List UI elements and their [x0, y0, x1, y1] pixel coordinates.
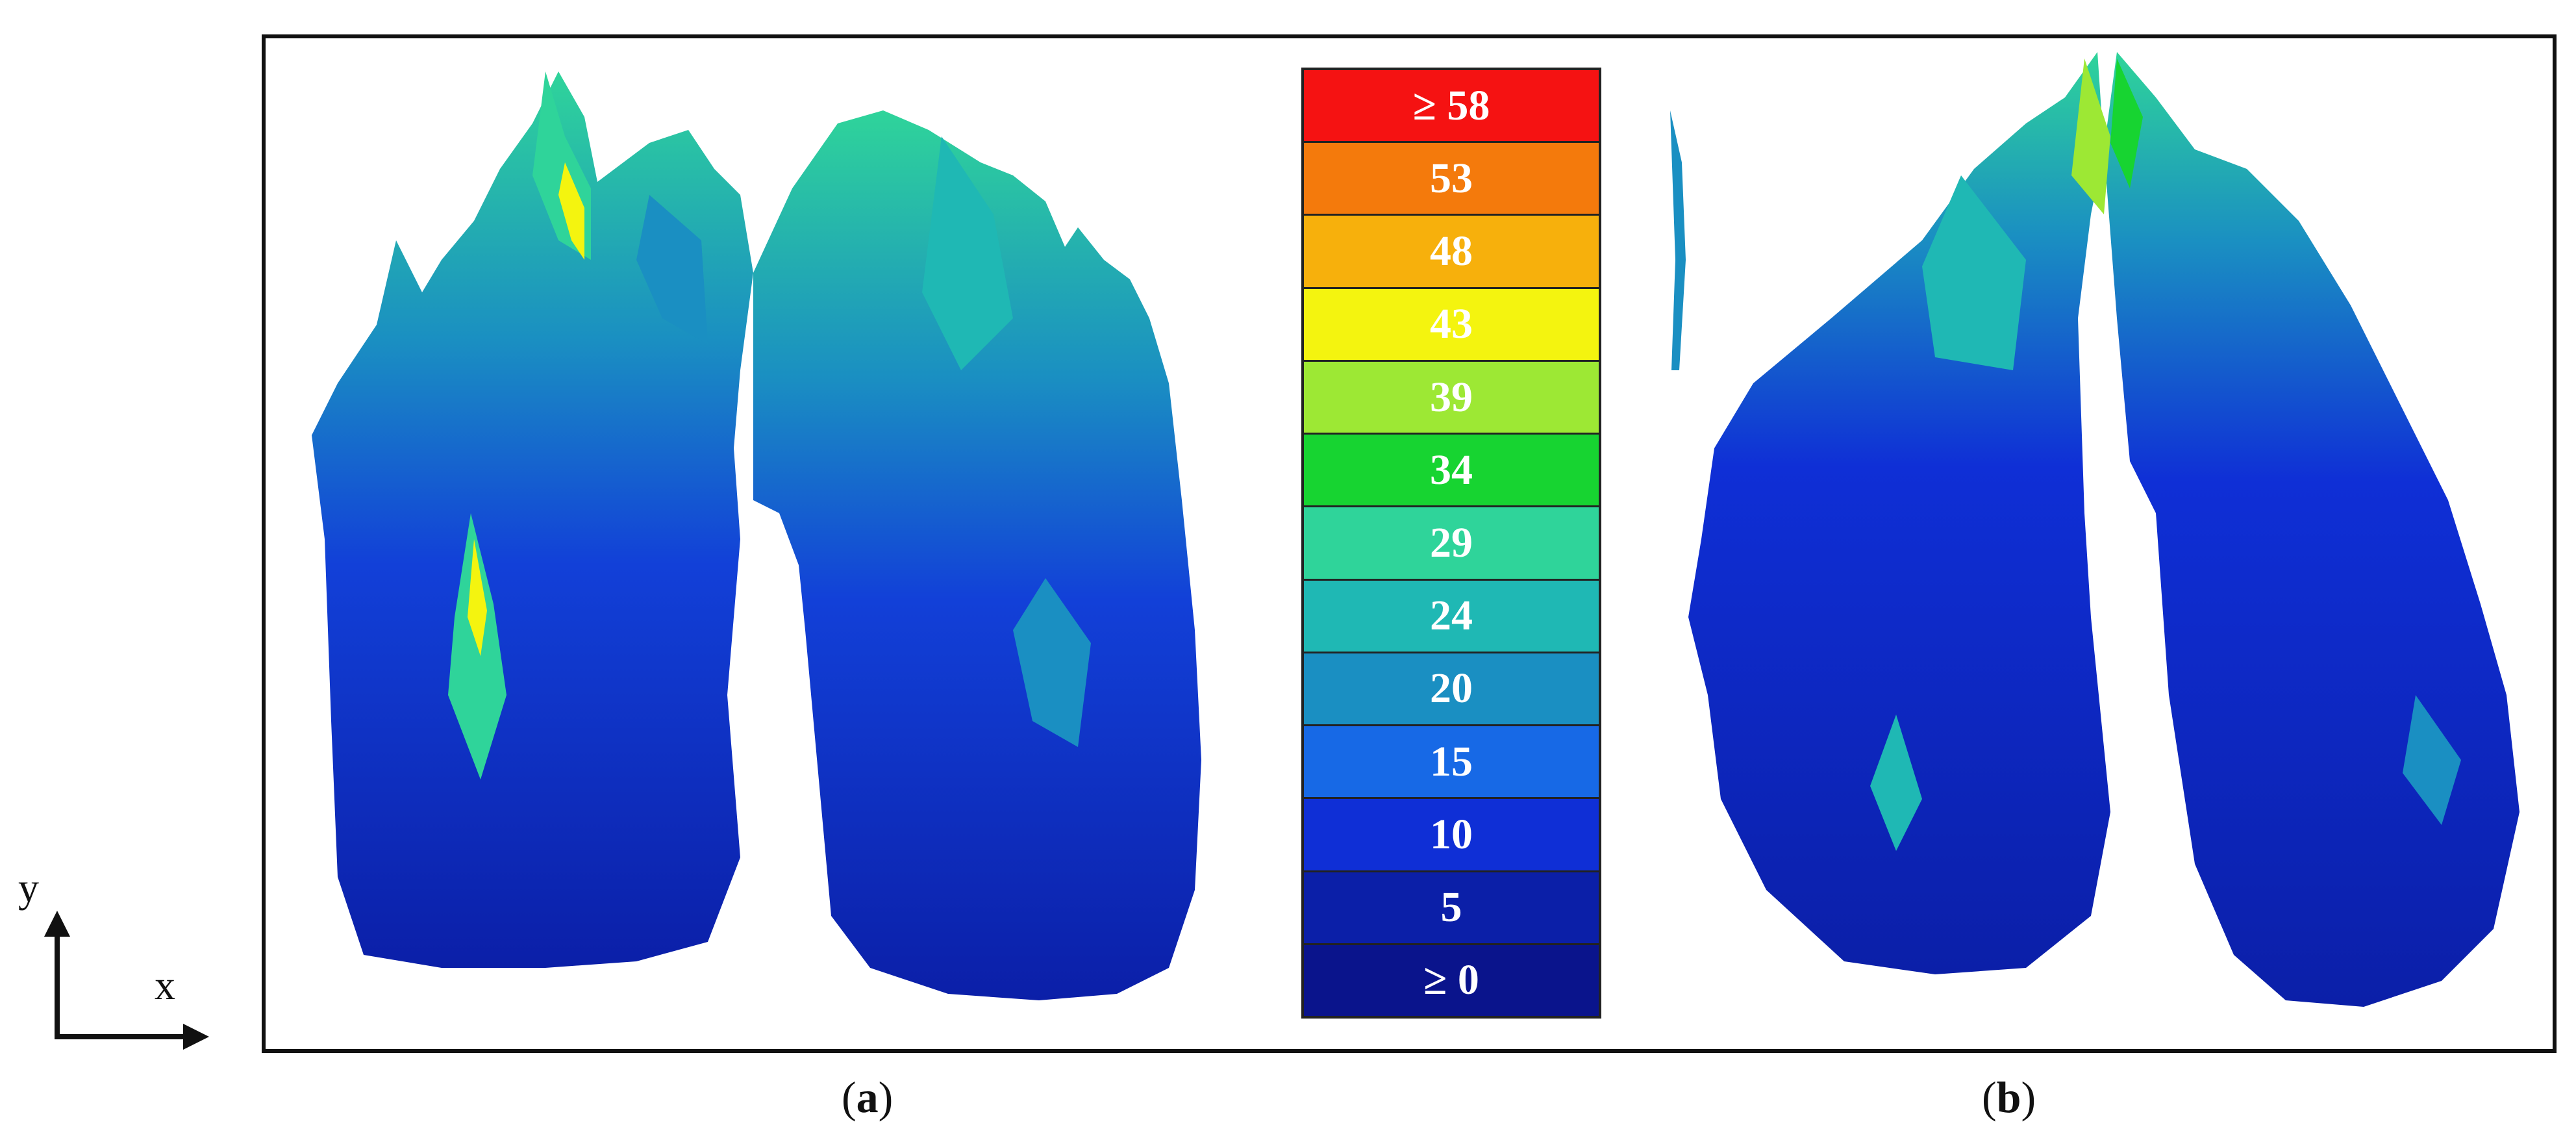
map-b-patch-3 — [2403, 695, 2461, 825]
pressure-map-a — [312, 71, 1201, 1000]
color-scale-level: 34 — [1304, 435, 1599, 506]
y-axis-label: y — [18, 865, 39, 911]
color-scale-level: 39 — [1304, 361, 1599, 433]
color-scale-level: 29 — [1304, 507, 1599, 579]
map-a-hotspot-2-core — [468, 539, 487, 656]
caption-a: (a) — [842, 1072, 894, 1122]
color-scale-level: 10 — [1304, 799, 1599, 870]
map-b-patch-1 — [1922, 175, 2026, 370]
map-b-hotspot-1 — [2071, 58, 2110, 214]
map-a-right-lobe — [753, 110, 1201, 1000]
map-a-patch-2 — [1013, 578, 1091, 747]
map-a-patch-1 — [922, 136, 1013, 370]
map-b-left-piece — [1670, 110, 1686, 370]
color-scale-level: 43 — [1304, 288, 1599, 360]
map-a-patch-3 — [636, 195, 708, 344]
x-axis-label: x — [155, 962, 175, 1008]
figure-frame — [262, 34, 2557, 1053]
caption-b: (b) — [1982, 1072, 2036, 1122]
color-scale-level: ≥ 0 — [1304, 944, 1599, 1017]
color-scale-legend: ≥ 58 53 48 43 39 34 29 24 20 15 10 5 ≥ 0 — [1301, 68, 1601, 1019]
color-scale-level: 15 — [1304, 726, 1599, 798]
color-scale-level: ≥ 58 — [1304, 70, 1599, 142]
axis-arrows-icon — [44, 911, 209, 1050]
map-a-left-lobe — [312, 71, 753, 968]
color-scale-level: 53 — [1304, 143, 1599, 214]
color-scale-level: 5 — [1304, 872, 1599, 943]
map-a-hotspot-1-core — [558, 162, 584, 260]
map-b-right-lobe — [2104, 52, 2520, 1007]
map-b-patch-2 — [1870, 715, 1922, 851]
color-scale-level: 20 — [1304, 653, 1599, 725]
color-scale-level: 48 — [1304, 216, 1599, 287]
color-scale-level: 24 — [1304, 580, 1599, 652]
pressure-map-b — [1670, 52, 2520, 1007]
axis-indicator: y x — [0, 864, 234, 1059]
map-b-hotspot-2 — [2110, 58, 2143, 188]
